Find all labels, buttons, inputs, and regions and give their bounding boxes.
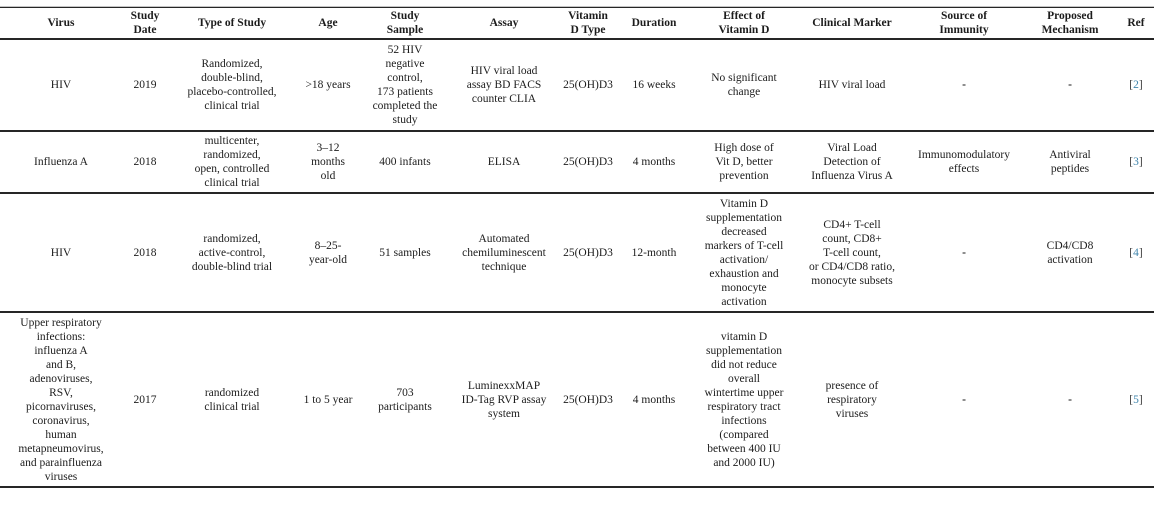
ref-open-bracket: [ [1129, 246, 1134, 259]
ref-citation-link[interactable]: 2 [1133, 79, 1139, 91]
cell-virus: HIV [50, 79, 72, 91]
cell-study-date: 2018 [133, 156, 157, 168]
table-header: Virus Study Date Type of Study Age Study Sam… [0, 7, 1154, 39]
cell-study-sample: 52 HIV negative control, 173 patients co… [372, 44, 438, 126]
ref-citation-link[interactable]: 5 [1133, 393, 1139, 406]
column-header-study-sample: Study Sample [386, 10, 424, 36]
column-header-effect-of-vitamin-d: Effect of Vitamin D [718, 10, 770, 36]
cell-virus: HIV [50, 246, 72, 259]
ref-citation-link[interactable]: 4 [1133, 246, 1139, 259]
column-header-ref: Ref [1127, 17, 1145, 29]
cell-proposed-mechanism: CD4/CD8 activation [1046, 239, 1094, 266]
cell-effect-of-vitamin-d: No significant change [711, 72, 777, 98]
cell-vitamin-d-type: 25(OH)D3 [563, 246, 613, 259]
cell-ref: [2] [1118, 39, 1154, 131]
ref-citation-link[interactable]: 3 [1133, 156, 1139, 168]
column-header-study-date: Study Date [130, 10, 160, 36]
cell-age: 8–25- year-old [308, 239, 348, 266]
cell-vitamin-d-type: 25(OH)D3 [563, 79, 613, 91]
cell-study-date: 2017 [133, 393, 157, 406]
cell-type-of-study: randomized, active-control, double-blind… [191, 232, 273, 273]
cell-duration: 4 months [632, 156, 676, 168]
column-header-clinical-marker: Clinical Marker [812, 17, 892, 29]
ref-close-bracket: ] [1138, 156, 1143, 168]
header-row: Virus Study Date Type of Study Age Study Sam… [0, 7, 1154, 39]
studies-table: Virus Study Date Type of Study Age Study Sam… [0, 6, 1154, 488]
top-crop-line [0, 6, 1154, 7]
cell-assay: Automated chemiluminescent technique [462, 232, 546, 273]
ref-open-bracket: [ [1129, 393, 1134, 406]
cell-vitamin-d-type: 25(OH)D3 [563, 156, 613, 168]
column-header-proposed-mechanism: Proposed Mechanism [1041, 10, 1099, 36]
table-row: HIV 2019 Randomized, double-blind, placebo… [0, 39, 1154, 131]
table-row: Upper respiratory infections: influenza … [0, 312, 1154, 487]
cell-study-date: 2019 [133, 79, 157, 91]
cell-virus: Influenza A [34, 156, 88, 168]
cell-study-sample: 400 infants [379, 156, 431, 168]
ref-open-bracket: [ [1129, 156, 1134, 168]
cell-source-of-immunity: - [962, 79, 966, 91]
table-row: HIV 2018 randomized, active-control, doubl… [0, 193, 1154, 312]
cell-clinical-marker: HIV viral load [818, 79, 886, 91]
cell-virus: Upper respiratory infections: influenza … [18, 316, 104, 483]
cell-study-sample: 703 participants [378, 386, 432, 413]
cell-study-date: 2018 [133, 246, 157, 259]
cell-age: 1 to 5 year [303, 393, 353, 406]
column-header-source-of-immunity: Source of Immunity [939, 10, 989, 36]
cell-type-of-study: multicenter, randomized, open, controlle… [194, 135, 270, 189]
cell-source-of-immunity: Immunomodulatory effects [918, 149, 1010, 175]
cell-type-of-study: randomized clinical trial [204, 386, 260, 413]
cell-proposed-mechanism: - [1068, 79, 1072, 91]
ref-close-bracket: ] [1138, 79, 1143, 91]
cell-assay: LuminexxMAP ID-Tag RVP assay system [461, 379, 547, 420]
ref-close-bracket: ] [1138, 393, 1143, 406]
cell-proposed-mechanism: Antiviral peptides [1049, 149, 1091, 175]
ref-close-bracket: ] [1138, 246, 1143, 259]
cell-ref: [3] [1118, 131, 1154, 193]
cell-source-of-immunity: - [962, 246, 966, 259]
column-header-virus: Virus [47, 17, 75, 29]
cell-proposed-mechanism: - [1068, 393, 1072, 406]
cell-type-of-study: Randomized, double-blind, placebo-contro… [187, 58, 277, 112]
column-header-vitamin-d-type: Vitamin D Type [568, 10, 608, 36]
column-header-assay: Assay [489, 17, 519, 29]
cell-clinical-marker: presence of respiratory viruses [825, 379, 879, 420]
cell-clinical-marker: CD4+ T-cell count, CD8+ T-cell count, or… [809, 218, 895, 287]
table-row: Influenza A 2018 multicenter, randomized, … [0, 131, 1154, 193]
table-body: HIV 2019 Randomized, double-blind, placebo… [0, 39, 1154, 487]
cell-age: 3–12 months old [311, 142, 345, 182]
cell-assay: HIV viral load assay BD FACS counter CLI… [466, 65, 542, 105]
cell-effect-of-vitamin-d: High dose of Vit D, better prevention [714, 142, 774, 182]
cell-duration: 12-month [631, 246, 677, 259]
cell-assay: ELISA [487, 156, 521, 168]
cell-age: >18 years [305, 79, 351, 91]
column-header-age: Age [318, 17, 338, 29]
cell-effect-of-vitamin-d: Vitamin D supplementation decreased mark… [704, 197, 784, 308]
cell-vitamin-d-type: 25(OH)D3 [563, 393, 613, 406]
cell-study-sample: 51 samples [379, 246, 431, 259]
cell-source-of-immunity: - [962, 393, 966, 406]
cell-duration: 16 weeks [632, 79, 676, 91]
column-header-duration: Duration [631, 17, 677, 29]
column-header-type-of-study: Type of Study [197, 17, 267, 29]
cell-duration: 4 months [632, 393, 676, 406]
cell-effect-of-vitamin-d: vitamin D supplementation did not reduce… [704, 330, 784, 469]
ref-open-bracket: [ [1129, 79, 1134, 91]
cell-ref: [5] [1118, 312, 1154, 487]
cell-ref: [4] [1118, 193, 1154, 312]
cell-clinical-marker: Viral Load Detection of Influenza Virus … [811, 142, 893, 182]
